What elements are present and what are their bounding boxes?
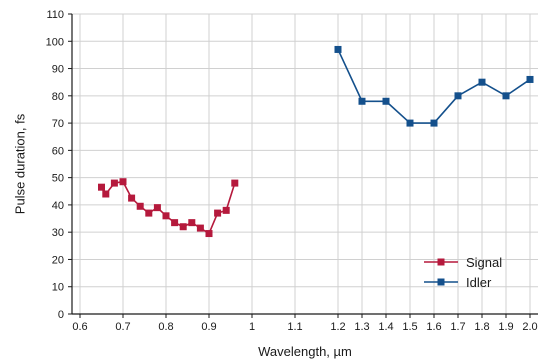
signal-data-point	[153, 204, 161, 212]
signal-data-point	[162, 212, 170, 220]
idler-data-point	[334, 45, 342, 53]
signal-legend-label: Signal	[466, 255, 502, 270]
grid	[72, 13, 538, 314]
x-tick-label: 1.4	[378, 321, 393, 333]
signal-data-point	[214, 209, 222, 217]
idler-data-point	[358, 97, 366, 105]
signal-data-point	[119, 178, 127, 186]
x-tick-label: 0.9	[201, 321, 216, 333]
x-tick-label: 1.7	[450, 321, 465, 333]
x-tick-label: 0.8	[158, 321, 173, 333]
signal-data-point	[136, 202, 144, 210]
signal-data-point	[110, 179, 118, 187]
idler-data-point	[382, 97, 390, 105]
signal-data-point	[196, 224, 204, 232]
y-tick-label: 80	[52, 91, 64, 103]
x-tick-label: 1	[249, 321, 255, 333]
x-tick-label: 1.1	[287, 321, 302, 333]
signal-data-point	[179, 223, 187, 231]
idler-legend-marker	[437, 278, 445, 286]
idler-data-point	[502, 92, 510, 100]
x-tick-label: 1.8	[474, 321, 489, 333]
legend: Signal Idler	[424, 255, 502, 290]
y-tick-label: 30	[52, 227, 64, 239]
axes: 0 10 20 30 40 50 60 70 80 90 100 110 0.6 0.7 0.8 0.9 1 1.…	[46, 9, 538, 333]
idler-data-point	[454, 92, 462, 100]
idler-data-point	[406, 119, 414, 127]
x-tick-label: 1.5	[402, 321, 417, 333]
x-tick-label: 0.7	[115, 321, 130, 333]
y-tick-label: 0	[58, 309, 64, 321]
idler-data-point	[430, 119, 438, 127]
y-tick-label: 70	[52, 118, 64, 130]
idler-data-point	[478, 78, 486, 86]
x-tick-label: 1.9	[498, 321, 513, 333]
signal-data-point	[145, 209, 153, 217]
y-tick-label: 50	[52, 173, 64, 185]
signal-data-point	[222, 206, 230, 214]
signal-series-line	[100, 180, 236, 235]
signal-data-point	[231, 179, 239, 187]
y-tick-label: 20	[52, 254, 64, 266]
y-tick-label: 100	[46, 36, 64, 48]
y-tick-label: 40	[52, 200, 64, 212]
signal-data-point	[128, 194, 136, 202]
x-tick-label: 2.0	[522, 321, 537, 333]
y-tick-label: 90	[52, 64, 64, 76]
x-tick-label: 1.6	[426, 321, 441, 333]
signal-data-point	[171, 219, 179, 227]
x-axis-title: Wavelength, µm	[258, 344, 352, 359]
y-tick-label: 10	[52, 282, 64, 294]
x-tick-label: 0.6	[72, 321, 87, 333]
signal-legend-marker	[437, 258, 445, 266]
signal-data-point	[98, 183, 105, 191]
signal-data-point	[188, 219, 196, 227]
idler-legend-label: Idler	[466, 275, 492, 290]
series	[98, 45, 534, 238]
y-tick-label: 110	[46, 9, 64, 21]
signal-data-point	[102, 190, 110, 198]
x-tick-label: 1.2	[330, 321, 345, 333]
idler-data-point	[526, 75, 534, 83]
y-axis-title: Pulse duration, fs	[13, 113, 28, 214]
signal-data-point	[205, 230, 213, 238]
y-tick-label: 60	[52, 145, 64, 157]
x-tick-label: 1.3	[354, 321, 369, 333]
